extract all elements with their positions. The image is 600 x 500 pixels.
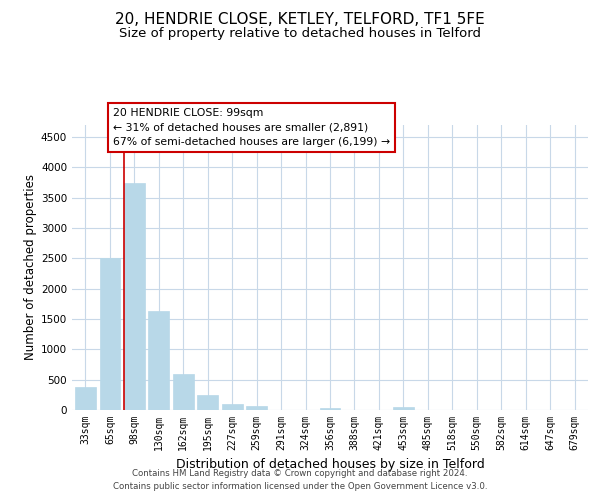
Bar [100, 258, 120, 410]
Text: Contains public sector information licensed under the Open Government Licence v3: Contains public sector information licen… [113, 482, 487, 491]
Bar [173, 374, 194, 410]
Bar [320, 408, 340, 410]
Bar [124, 182, 145, 410]
Bar [246, 406, 267, 410]
Text: Size of property relative to detached houses in Telford: Size of property relative to detached ho… [119, 28, 481, 40]
Bar [222, 404, 242, 410]
Bar [148, 310, 169, 410]
Text: 20, HENDRIE CLOSE, KETLEY, TELFORD, TF1 5FE: 20, HENDRIE CLOSE, KETLEY, TELFORD, TF1 … [115, 12, 485, 28]
X-axis label: Distribution of detached houses by size in Telford: Distribution of detached houses by size … [176, 458, 484, 471]
Bar [75, 387, 96, 410]
Bar [197, 396, 218, 410]
Y-axis label: Number of detached properties: Number of detached properties [24, 174, 37, 360]
Text: 20 HENDRIE CLOSE: 99sqm
← 31% of detached houses are smaller (2,891)
67% of semi: 20 HENDRIE CLOSE: 99sqm ← 31% of detache… [113, 108, 391, 146]
Text: Contains HM Land Registry data © Crown copyright and database right 2024.: Contains HM Land Registry data © Crown c… [132, 468, 468, 477]
Bar [393, 407, 414, 410]
